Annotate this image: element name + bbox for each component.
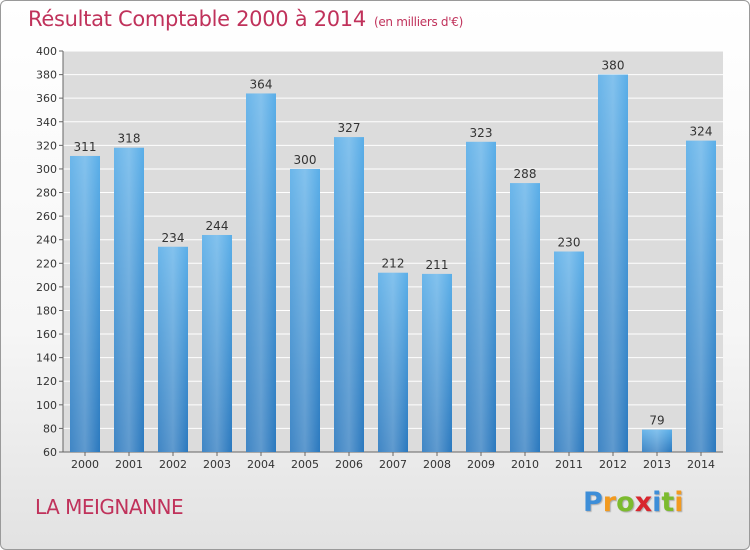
logo-letter-0: P bbox=[583, 487, 603, 518]
bar-shine-2001 bbox=[114, 147, 144, 452]
logo-letter-3: x bbox=[634, 487, 653, 518]
y-tick-label-300: 300 bbox=[36, 163, 57, 176]
y-tick-label-360: 360 bbox=[36, 92, 57, 105]
x-tick-label-2008: 2008 bbox=[423, 458, 451, 471]
data-label-2004: 364 bbox=[250, 77, 273, 91]
y-tick-label-280: 280 bbox=[36, 187, 57, 200]
bar-shine-2005 bbox=[290, 168, 320, 453]
chart-title: Résultat Comptable 2000 à 2014 (en millie… bbox=[28, 7, 463, 31]
data-label-2012: 380 bbox=[602, 59, 625, 73]
y-tick-label-120: 120 bbox=[36, 375, 57, 388]
y-tick-label-320: 320 bbox=[36, 139, 57, 152]
data-label-2003: 244 bbox=[206, 219, 229, 233]
x-tick-label-2005: 2005 bbox=[291, 458, 319, 471]
data-label-2011: 230 bbox=[558, 236, 581, 250]
x-tick-label-2014: 2014 bbox=[687, 458, 715, 471]
x-tick-label-2004: 2004 bbox=[247, 458, 275, 471]
title-text: Résultat Comptable 2000 à 2014 bbox=[28, 7, 366, 31]
bar-shine-2011 bbox=[554, 251, 584, 452]
y-tick-label-260: 260 bbox=[36, 210, 57, 223]
x-tick-label-2009: 2009 bbox=[467, 458, 495, 471]
data-label-2009: 323 bbox=[470, 126, 493, 140]
y-tick-label-100: 100 bbox=[36, 399, 57, 412]
chart-subtitle: (en milliers d'€) bbox=[373, 15, 463, 29]
y-tick-label-140: 140 bbox=[36, 352, 57, 365]
x-tick-label-2006: 2006 bbox=[335, 458, 363, 471]
y-tick-label-180: 180 bbox=[36, 304, 57, 317]
x-tick-label-2001: 2001 bbox=[115, 458, 143, 471]
logo-letter-2: o bbox=[616, 487, 635, 518]
y-tick-label-200: 200 bbox=[36, 281, 57, 294]
y-tick-label-220: 220 bbox=[36, 257, 57, 270]
y-tick-label-80: 80 bbox=[43, 422, 57, 435]
x-tick-label-2013: 2013 bbox=[643, 458, 671, 471]
bar-shine-2000 bbox=[70, 155, 100, 452]
x-tick-label-2011: 2011 bbox=[555, 458, 583, 471]
bar-shine-2007 bbox=[378, 272, 408, 452]
data-label-2014: 324 bbox=[690, 125, 713, 139]
data-label-2007: 212 bbox=[382, 257, 405, 271]
bar-shine-2014 bbox=[686, 140, 716, 452]
proxiti-logo: Proxiti bbox=[583, 487, 684, 518]
bar-shine-2006 bbox=[334, 137, 364, 453]
x-tick-label-2012: 2012 bbox=[599, 458, 627, 471]
x-tick-label-2010: 2010 bbox=[511, 458, 539, 471]
y-tick-label-160: 160 bbox=[36, 328, 57, 341]
y-tick-label-400: 400 bbox=[36, 45, 57, 58]
y-tick-label-380: 380 bbox=[36, 69, 57, 82]
bar-shine-2008 bbox=[422, 273, 452, 452]
data-label-2001: 318 bbox=[118, 132, 141, 146]
logo-letter-6: i bbox=[674, 487, 684, 518]
commune-name: LA MEIGNANNE bbox=[35, 495, 184, 519]
y-tick-label-240: 240 bbox=[36, 234, 57, 247]
data-label-2000: 311 bbox=[74, 140, 97, 154]
bar-shine-2004 bbox=[246, 93, 276, 452]
x-tick-label-2000: 2000 bbox=[71, 458, 99, 471]
logo-letter-4: i bbox=[652, 487, 662, 518]
y-tick-label-60: 60 bbox=[43, 446, 57, 459]
x-tick-label-2007: 2007 bbox=[379, 458, 407, 471]
logo-letter-1: r bbox=[602, 487, 617, 518]
bar-shine-2013 bbox=[642, 429, 672, 452]
bar-shine-2010 bbox=[510, 183, 540, 452]
bar-shine-2012 bbox=[598, 74, 628, 453]
data-label-2013: 79 bbox=[649, 414, 664, 428]
bar-shine-2003 bbox=[202, 234, 232, 452]
x-tick-label-2003: 2003 bbox=[203, 458, 231, 471]
x-tick-label-2002: 2002 bbox=[159, 458, 187, 471]
data-label-2008: 211 bbox=[426, 258, 449, 272]
y-tick-label-340: 340 bbox=[36, 116, 57, 129]
data-label-2002: 234 bbox=[162, 231, 185, 245]
logo-letter-5: t bbox=[661, 487, 675, 518]
data-label-2010: 288 bbox=[514, 167, 537, 181]
bar-shine-2009 bbox=[466, 141, 496, 453]
data-label-2006: 327 bbox=[338, 121, 361, 135]
bar-shine-2002 bbox=[158, 246, 188, 452]
data-label-2005: 300 bbox=[294, 153, 317, 167]
